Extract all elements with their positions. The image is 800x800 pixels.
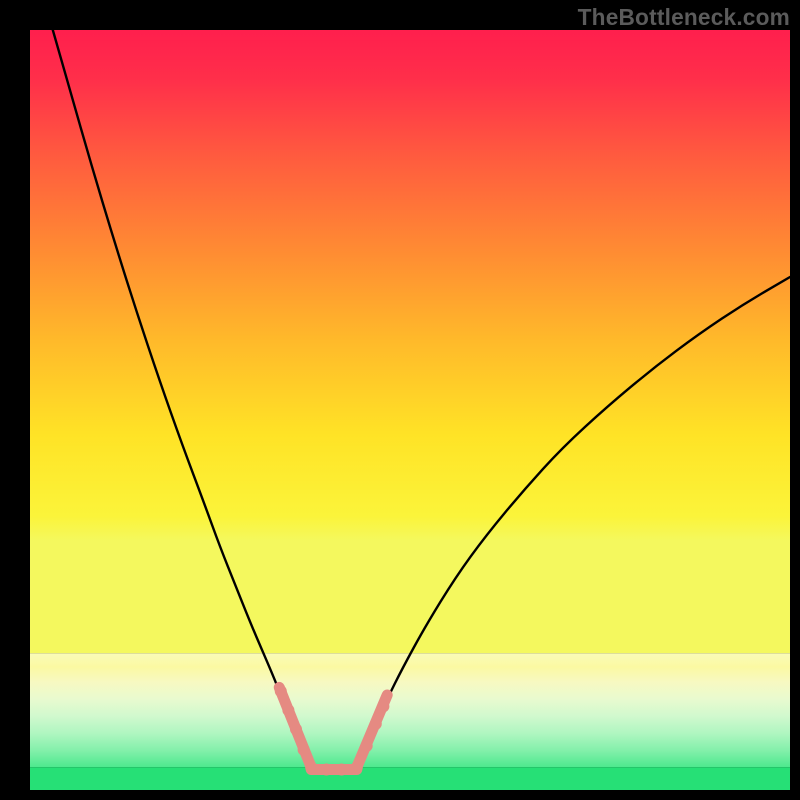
highlight-dot-5 — [320, 763, 332, 775]
highlight-dot-9 — [370, 718, 382, 730]
highlight-dot-10 — [377, 700, 389, 712]
highlight-dot-2 — [290, 723, 302, 735]
bottleneck-chart — [0, 0, 800, 800]
highlight-dot-1 — [282, 704, 294, 716]
gradient-pastel-band — [30, 653, 790, 767]
gradient-bottom-line — [30, 767, 790, 790]
chart-stage: TheBottleneck.com — [0, 0, 800, 800]
highlight-dot-7 — [351, 761, 363, 773]
highlight-dot-4 — [305, 761, 317, 773]
highlight-dot-3 — [298, 744, 310, 756]
highlight-dot-0 — [275, 685, 287, 697]
highlight-dot-6 — [336, 763, 348, 775]
highlight-dot-8 — [361, 740, 373, 752]
watermark-text: TheBottleneck.com — [578, 4, 790, 31]
gradient-top — [30, 30, 790, 653]
